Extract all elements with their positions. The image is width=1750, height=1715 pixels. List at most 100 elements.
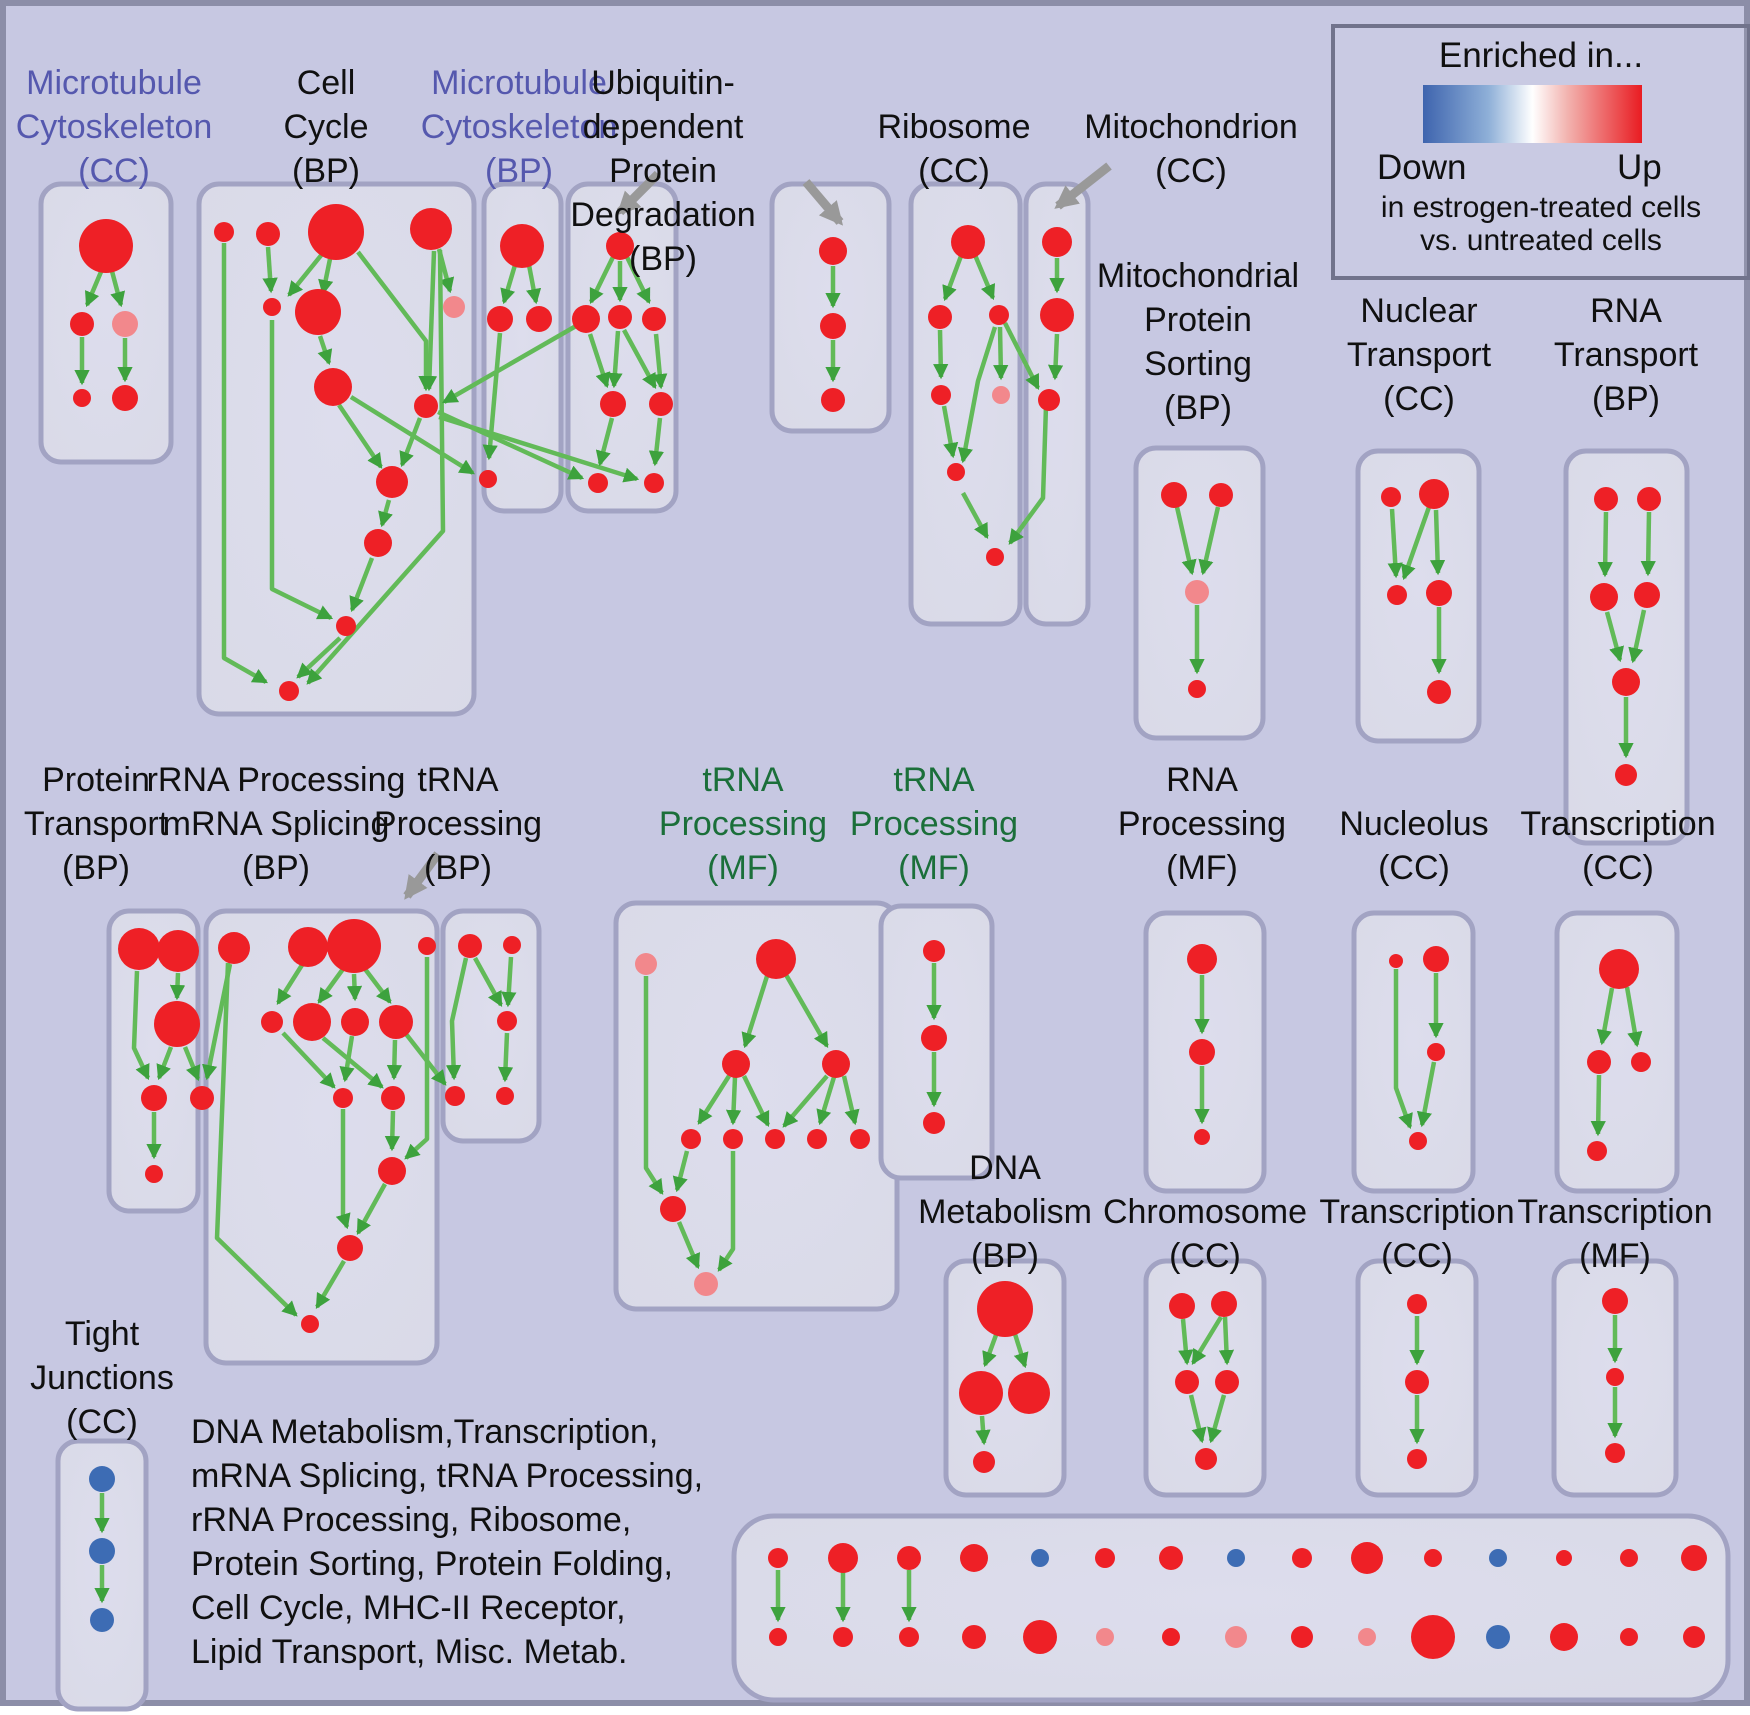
edge-110 xyxy=(1178,1318,1194,1366)
go-term-node-red-64 xyxy=(218,932,250,964)
go-term-node-red-130 xyxy=(1095,1548,1115,1568)
edge-106 xyxy=(1590,1074,1606,1137)
network-canvas xyxy=(38,162,1731,1712)
edge-87 xyxy=(697,1074,731,1125)
go-term-node-red-71 xyxy=(379,1005,413,1039)
cluster-label-0: Microtubule Cytoskeleton (CC) xyxy=(15,64,213,190)
cluster-label-12: tRNA Processing (MF) xyxy=(658,761,828,887)
edge-62 xyxy=(156,1046,174,1081)
go-term-node-red-96 xyxy=(1187,944,1217,974)
edge-51 xyxy=(1387,508,1403,579)
edge-92 xyxy=(841,1075,860,1126)
go-term-node-red-106 xyxy=(1587,1141,1607,1161)
edge-84 xyxy=(445,957,469,1081)
cluster-box-8 xyxy=(1355,448,1482,744)
annotation-arrow-3 xyxy=(403,851,442,900)
go-term-node-red-6 xyxy=(256,222,280,246)
go-term-node-blue-129 xyxy=(1031,1549,1049,1567)
go-term-node-red-55 xyxy=(1634,582,1660,608)
edge-26 xyxy=(588,256,616,305)
cluster-box-17 xyxy=(1554,910,1680,1194)
go-term-node-red-120 xyxy=(1606,1368,1624,1386)
go-term-node-red-113 xyxy=(1175,1370,1199,1394)
edge-5 xyxy=(262,246,278,294)
go-term-node-red-75 xyxy=(337,1235,363,1261)
go-term-node-red-29 xyxy=(644,473,664,493)
go-term-node-red-152 xyxy=(1550,1623,1578,1651)
go-term-node-blue-132 xyxy=(1227,1549,1245,1567)
cluster-label-10: rRNA Processing mRNA Splicing (BP) xyxy=(146,761,406,887)
go-term-node-red-81 xyxy=(496,1087,514,1105)
go-term-node-red-116 xyxy=(1407,1294,1427,1314)
cluster-label-11: tRNA Processing (BP) xyxy=(373,761,543,887)
edge-81 xyxy=(473,956,503,1008)
go-term-node-red-50 xyxy=(1426,580,1452,606)
go-term-node-red-77 xyxy=(458,934,482,958)
go-term-node-red-109 xyxy=(1008,1372,1050,1414)
edge-55 xyxy=(1597,511,1613,578)
edge-33 xyxy=(595,417,615,467)
go-term-node-red-91 xyxy=(660,1196,686,1222)
go-term-node-red-10 xyxy=(295,289,341,335)
cluster-box-23 xyxy=(731,1513,1731,1703)
edge-60 xyxy=(131,970,151,1081)
go-term-node-pink-149 xyxy=(1358,1628,1376,1646)
go-term-node-red-94 xyxy=(921,1025,947,1051)
edge-104 xyxy=(1596,987,1615,1046)
cluster-label-9: Protein Transport (BP) xyxy=(23,761,169,887)
go-term-node-red-1 xyxy=(70,312,94,336)
go-term-node-red-85 xyxy=(822,1050,850,1078)
edge-58 xyxy=(1628,609,1647,664)
edge-49 xyxy=(1198,506,1221,576)
edge-44 xyxy=(961,491,989,540)
go-term-node-red-46 xyxy=(1188,680,1206,698)
legend-down-label: Down xyxy=(1377,148,1467,187)
color-legend: Enriched in... Down Up in estrogen-treat… xyxy=(1331,24,1750,280)
go-term-node-red-80 xyxy=(445,1086,465,1106)
go-term-node-red-20 xyxy=(526,306,552,332)
go-term-node-red-93 xyxy=(923,940,945,962)
edge-95 xyxy=(676,1221,701,1270)
go-term-node-red-100 xyxy=(1423,946,1449,972)
go-term-node-red-69 xyxy=(293,1003,331,1041)
go-term-node-red-127 xyxy=(897,1546,921,1570)
go-term-node-red-15 xyxy=(364,529,392,557)
go-term-node-red-150 xyxy=(1411,1615,1455,1659)
go-term-node-red-104 xyxy=(1587,1050,1611,1074)
go-term-node-red-97 xyxy=(1189,1039,1215,1065)
go-term-node-red-139 xyxy=(1681,1545,1707,1571)
go-term-node-red-63 xyxy=(145,1165,163,1183)
edge-42 xyxy=(957,326,998,464)
go-term-node-red-18 xyxy=(500,224,544,268)
go-term-node-red-103 xyxy=(1599,949,1639,989)
go-term-node-red-12 xyxy=(314,368,352,406)
go-term-node-red-13 xyxy=(414,394,438,418)
edge-112 xyxy=(1218,1316,1235,1366)
go-term-node-pink-2 xyxy=(112,311,138,337)
go-term-node-red-30 xyxy=(819,237,847,265)
edge-20 xyxy=(442,324,578,404)
go-term-node-red-16 xyxy=(336,616,356,636)
edge-80 xyxy=(214,962,298,1317)
go-term-node-red-146 xyxy=(1162,1628,1180,1646)
go-term-node-red-117 xyxy=(1405,1370,1429,1394)
go-term-node-red-36 xyxy=(931,385,951,405)
go-term-node-red-33 xyxy=(951,225,985,259)
go-term-node-red-88 xyxy=(765,1129,785,1149)
go-term-node-red-87 xyxy=(723,1129,743,1149)
edge-37 xyxy=(942,255,964,302)
go-term-node-blue-124 xyxy=(90,1608,114,1632)
go-term-node-red-102 xyxy=(1409,1132,1427,1150)
go-term-node-red-28 xyxy=(588,473,608,493)
go-term-node-red-21 xyxy=(479,470,497,488)
go-term-node-red-154 xyxy=(1683,1626,1705,1648)
edge-63 xyxy=(182,1046,201,1082)
go-term-node-red-126 xyxy=(828,1543,858,1573)
cluster-label-15: Nucleolus (CC) xyxy=(1339,805,1489,887)
edge-103 xyxy=(1416,1061,1437,1128)
go-term-node-red-43 xyxy=(1161,482,1187,508)
go-term-node-red-89 xyxy=(807,1129,827,1149)
go-term-node-red-58 xyxy=(118,928,160,970)
go-term-node-blue-122 xyxy=(89,1466,115,1492)
go-term-node-pink-82 xyxy=(635,953,657,975)
